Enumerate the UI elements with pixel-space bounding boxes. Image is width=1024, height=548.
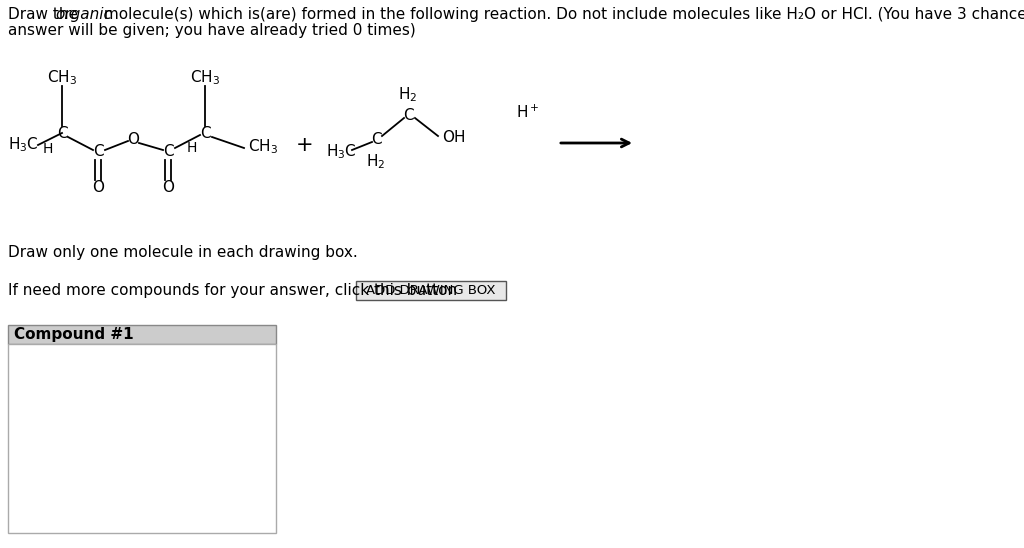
FancyBboxPatch shape (356, 281, 506, 300)
Text: ADD DRAWING BOX: ADD DRAWING BOX (367, 284, 496, 297)
Text: CH$_3$: CH$_3$ (189, 68, 220, 87)
Text: C: C (56, 125, 68, 140)
Text: H$_2$: H$_2$ (367, 153, 386, 172)
Text: H$^+$: H$^+$ (516, 104, 540, 121)
Text: O: O (127, 133, 139, 147)
Text: organic: organic (55, 7, 112, 22)
Text: H: H (186, 141, 198, 155)
Text: C: C (200, 125, 210, 140)
Text: OH: OH (442, 130, 466, 146)
FancyBboxPatch shape (8, 344, 276, 533)
Text: O: O (92, 180, 104, 196)
Text: Draw only one molecule in each drawing box.: Draw only one molecule in each drawing b… (8, 245, 357, 260)
Text: H$_2$: H$_2$ (398, 85, 418, 104)
Text: H: H (43, 142, 53, 156)
Text: C: C (163, 145, 173, 159)
Text: H$_3$C: H$_3$C (8, 136, 39, 155)
Text: C: C (93, 145, 103, 159)
Text: CH$_3$: CH$_3$ (47, 68, 77, 87)
Text: molecule(s) which is(are) formed in the following reaction. Do not include molec: molecule(s) which is(are) formed in the … (99, 7, 1024, 22)
FancyBboxPatch shape (8, 325, 276, 344)
Text: Draw the: Draw the (8, 7, 83, 22)
Text: If need more compounds for your answer, click this button: If need more compounds for your answer, … (8, 283, 457, 298)
Text: O: O (162, 180, 174, 196)
Text: Compound #1: Compound #1 (14, 327, 133, 342)
Text: H$_3$C: H$_3$C (326, 142, 356, 161)
Text: CH$_3$: CH$_3$ (248, 138, 279, 156)
Text: C: C (402, 107, 414, 123)
Text: answer will be given; you have already tried 0 times): answer will be given; you have already t… (8, 23, 416, 38)
Text: +: + (296, 135, 313, 155)
Text: C: C (371, 133, 381, 147)
